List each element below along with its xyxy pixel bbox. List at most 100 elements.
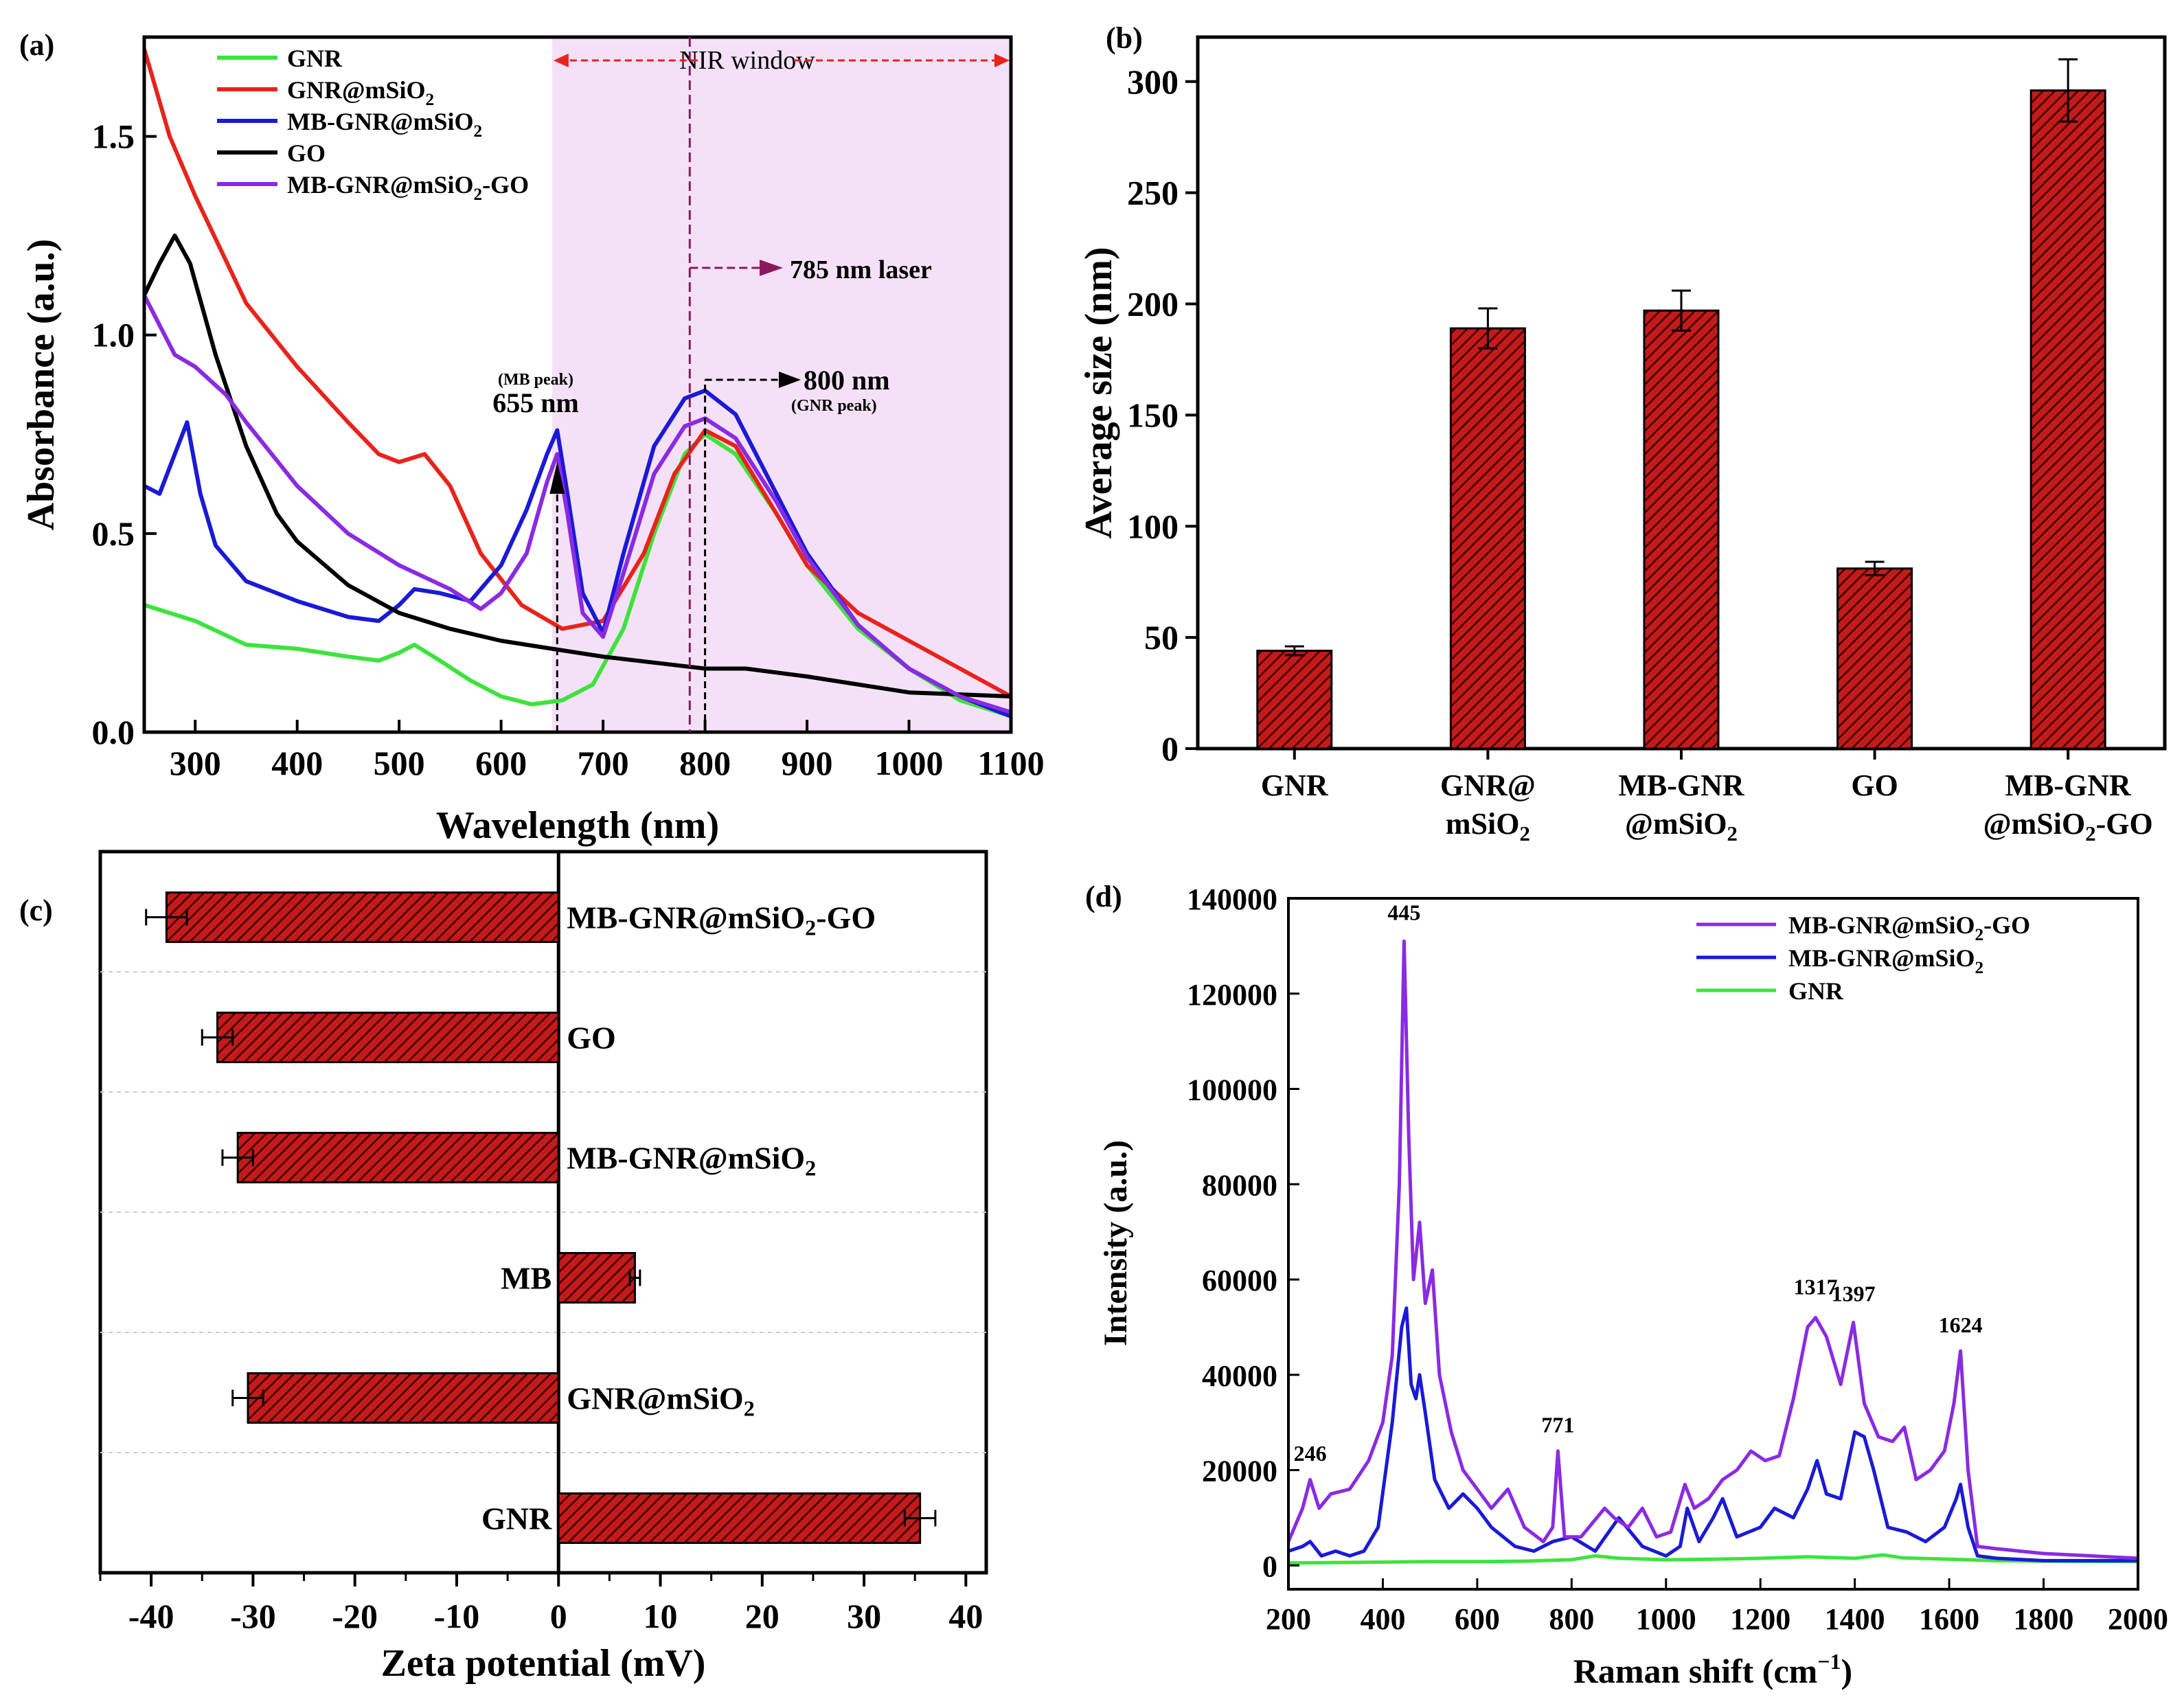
panel-a-ylabel: Absorbance (a.u.) bbox=[20, 239, 62, 531]
legend-label: GO bbox=[287, 139, 326, 167]
panel-d-axes-frame bbox=[1287, 897, 2139, 1591]
laser-label: 785 nm laser bbox=[790, 255, 932, 284]
legend-label: GNR bbox=[287, 45, 343, 72]
label-text: MB-GNR@m bbox=[567, 900, 754, 935]
y-tick-label: 100 bbox=[1127, 507, 1179, 545]
x-tick-label: 800 bbox=[1549, 1602, 1594, 1636]
subscript: 2 bbox=[473, 185, 482, 204]
label-text: MB-GNR bbox=[2005, 769, 2132, 802]
peak-label: 771 bbox=[1541, 1412, 1574, 1437]
legend-label: MB-GNR@mSiO2​-GO bbox=[1788, 911, 2030, 944]
peak-label: 1397 bbox=[1832, 1282, 1876, 1306]
size-bar bbox=[1836, 567, 1913, 750]
panel-a-legend: GNRGNR@mSiO2​MB-GNR@mSiO2​GOMB-GNR@mSiO2… bbox=[217, 45, 529, 204]
category-label: MB-GNR@mSiO2​ bbox=[567, 1141, 816, 1181]
category-label: mSiO2​ bbox=[1446, 807, 1530, 845]
category-label: MB-GNR bbox=[1618, 769, 1745, 802]
label-text: MB-GNR@m bbox=[567, 1141, 754, 1176]
x-tick-label: 400 bbox=[1360, 1602, 1405, 1636]
series-line-go bbox=[144, 234, 1011, 698]
y-tick-label: 200 bbox=[1127, 285, 1179, 323]
subscript: 2 bbox=[805, 915, 816, 940]
x-tick-label: 1000 bbox=[1636, 1602, 1696, 1636]
peak-label: 445 bbox=[1387, 900, 1420, 925]
x-tick-label: 600 bbox=[1455, 1602, 1500, 1636]
label-text: GNR bbox=[287, 45, 343, 72]
arrowhead bbox=[779, 372, 801, 388]
label-text: -GO bbox=[2096, 807, 2153, 841]
category-label: GO bbox=[567, 1021, 616, 1056]
x-tick-label: 10 bbox=[644, 1597, 678, 1635]
subscript: 2 bbox=[1975, 926, 1983, 944]
label-text: SiO bbox=[2036, 807, 2085, 841]
size-bar bbox=[1449, 327, 1526, 750]
x-tick-label: -10 bbox=[434, 1597, 480, 1635]
arrowhead bbox=[553, 54, 569, 67]
x-tick-label: 400 bbox=[271, 744, 323, 782]
subscript: 2 bbox=[805, 1156, 816, 1181]
arrowhead bbox=[994, 54, 1010, 67]
subscript: 2 bbox=[473, 122, 482, 141]
y-tick-label: 1.5 bbox=[92, 117, 135, 156]
panel-d-ylabel: Intensity (a.u.) bbox=[1097, 1140, 1134, 1346]
label-text: -GO bbox=[816, 900, 876, 935]
y-tick-label: 100000 bbox=[1187, 1073, 1277, 1107]
label-text: MB-GNR@m bbox=[1788, 944, 1935, 972]
label-text: @m bbox=[1625, 807, 1679, 841]
panel-a-label: (a) bbox=[19, 28, 54, 62]
subscript: 2 bbox=[744, 1396, 755, 1421]
category-label: GNR@mSiO2​ bbox=[567, 1381, 755, 1421]
x-tick-label: 1600 bbox=[1919, 1602, 1979, 1636]
category-label: MB-GNR bbox=[2005, 769, 2132, 802]
category-label: GO bbox=[1851, 769, 1898, 802]
x-tick-label: -40 bbox=[128, 1597, 174, 1635]
x-tick-label: 2000 bbox=[2108, 1602, 2168, 1636]
x-tick-label: 20 bbox=[745, 1597, 780, 1635]
zeta-bar bbox=[216, 1012, 560, 1063]
category-label: @mSiO2​ bbox=[1625, 807, 1738, 845]
legend-label: MB-GNR@mSiO2​-GO bbox=[287, 171, 529, 204]
label-text: SiO bbox=[433, 108, 473, 135]
gnr-peak-value: 800 nm bbox=[804, 365, 890, 396]
y-tick-label: 1.0 bbox=[92, 316, 135, 354]
x-tick-label: 200 bbox=[1266, 1602, 1311, 1636]
panel-d-raman-chart: 200 400 600 800 1000 1200 1400 1600 1800 2000 0 20… bbox=[1085, 880, 2168, 1690]
subscript: 2 bbox=[2085, 822, 2095, 845]
subscript: 2 bbox=[1975, 959, 1983, 977]
label-text: -GO bbox=[482, 171, 529, 198]
label-text: MB bbox=[501, 1261, 551, 1296]
label-text: MB-GNR@m bbox=[287, 108, 433, 135]
y-tick-label: 80000 bbox=[1202, 1168, 1277, 1202]
label-text: SiO bbox=[754, 900, 805, 935]
category-label: @mSiO2​-GO bbox=[1983, 807, 2153, 845]
label-text: SiO bbox=[754, 1141, 805, 1176]
label-text: SiO bbox=[1935, 911, 1975, 939]
label-text: SiO bbox=[1935, 944, 1975, 972]
label-text: MB-GNR bbox=[1618, 769, 1745, 802]
series-line-mb-gnr-at-msio2 bbox=[144, 388, 1011, 718]
zeta-bar bbox=[236, 1132, 560, 1183]
mb-peak-value: 655 nm bbox=[492, 387, 579, 418]
category-label: GNR bbox=[481, 1501, 552, 1536]
label-text: SiO bbox=[1679, 807, 1727, 841]
panel-a-absorbance-chart: 300 400 500 600 700 800 900 1000 1100 0.0 0.5 1.0 1… bbox=[19, 28, 1045, 847]
label-text: GNR bbox=[481, 1501, 552, 1536]
x-tick-label: 900 bbox=[782, 744, 833, 782]
x-tick-label: 40 bbox=[948, 1597, 983, 1635]
category-label: MB-GNR@mSiO2​-GO bbox=[567, 900, 876, 940]
panel-d-xlabel: Raman shift (cm−1) bbox=[1573, 1649, 1852, 1690]
label-text: GNR@m bbox=[287, 76, 385, 104]
label-text: GO bbox=[567, 1021, 616, 1056]
y-tick-label: 40000 bbox=[1202, 1359, 1277, 1393]
category-label: GNR@ bbox=[1440, 769, 1536, 802]
size-bar bbox=[1643, 309, 1720, 750]
gnr-peak-caption: (GNR peak) bbox=[791, 397, 877, 415]
label-text: @m bbox=[1983, 807, 2037, 841]
x-tick-label: 700 bbox=[578, 744, 629, 782]
subscript: 2 bbox=[1519, 822, 1529, 845]
y-tick-label: 0.5 bbox=[92, 514, 135, 553]
x-tick-label: 0 bbox=[550, 1597, 567, 1635]
label-text: GO bbox=[1851, 769, 1898, 802]
y-tick-label: 300 bbox=[1127, 62, 1179, 101]
